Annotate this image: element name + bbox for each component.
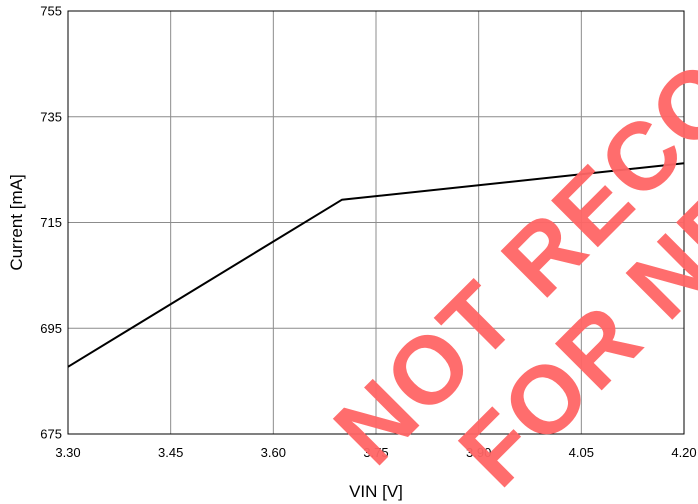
series-group	[67, 162, 685, 368]
x-tick-label: 3.75	[363, 445, 388, 460]
x-tick-label: 3.45	[158, 445, 183, 460]
y-axis-ticks: 675 695 715 735 755	[40, 4, 62, 442]
y-tick-label: 715	[40, 215, 62, 230]
y-tick-label: 735	[40, 109, 62, 124]
x-tick-label: 4.05	[569, 445, 594, 460]
series-line	[67, 162, 685, 368]
watermark: NOT RECOMMENDED FOR NEW DESIGN	[314, 0, 698, 504]
x-tick-label: 3.90	[466, 445, 491, 460]
x-tick-label: 3.60	[261, 445, 286, 460]
x-tick-label: 3.30	[55, 445, 80, 460]
plot-area-frame	[67, 10, 685, 435]
x-axis-ticks: 3.30 3.45 3.60 3.75 3.90 4.05 4.20	[55, 445, 696, 460]
x-axis-title: VIN [V]	[349, 482, 403, 501]
x-tick-label: 4.20	[671, 445, 696, 460]
y-tick-label: 755	[40, 4, 62, 19]
y-tick-label: 675	[40, 427, 62, 442]
y-tick-label: 695	[40, 321, 62, 336]
y-axis-title: Current [mA]	[7, 174, 26, 270]
